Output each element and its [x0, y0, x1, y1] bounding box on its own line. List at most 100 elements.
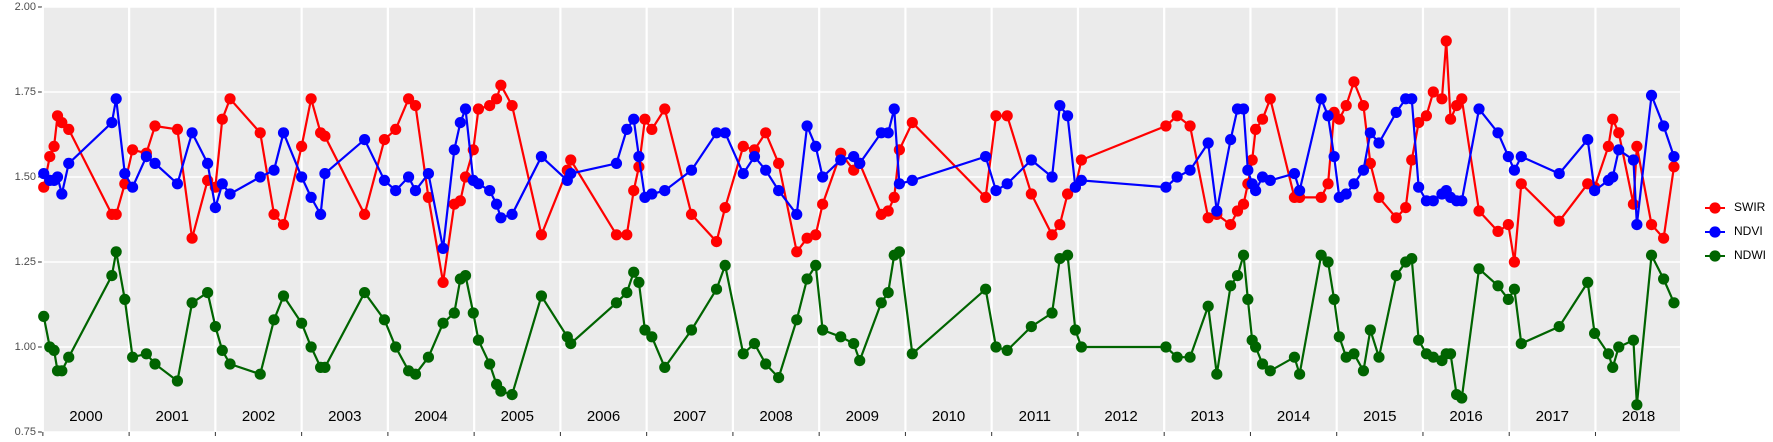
data-point	[1658, 273, 1670, 285]
data-point	[882, 127, 894, 139]
data-point	[358, 134, 371, 146]
data-point	[140, 151, 152, 163]
year-label: 2010	[932, 408, 965, 425]
data-point	[1340, 100, 1352, 112]
data-point	[633, 276, 645, 288]
data-point	[1420, 110, 1433, 122]
data-point	[437, 276, 449, 288]
data-point	[1631, 219, 1643, 231]
data-point	[1054, 219, 1066, 231]
data-point	[106, 270, 118, 282]
data-point	[484, 358, 496, 370]
year-label: 2011	[1019, 408, 1051, 425]
data-point	[535, 290, 548, 302]
legend-label: NDWI	[1734, 248, 1766, 262]
data-point	[277, 290, 290, 302]
data-point	[454, 195, 466, 207]
data-point	[1348, 76, 1360, 88]
data-point	[610, 157, 623, 169]
data-point	[748, 338, 761, 350]
data-point	[1444, 348, 1457, 360]
data-point	[119, 168, 131, 180]
data-point	[358, 287, 371, 299]
data-point	[1202, 300, 1214, 312]
data-point	[56, 365, 68, 377]
data-point	[1333, 113, 1345, 125]
data-point	[1225, 280, 1237, 292]
year-label: 2002	[242, 408, 275, 425]
data-point	[565, 168, 577, 180]
data-point	[1294, 185, 1306, 197]
data-point	[1340, 188, 1352, 200]
data-point	[737, 348, 749, 360]
data-point	[1211, 205, 1223, 217]
data-point	[1444, 113, 1457, 125]
data-point	[773, 185, 785, 197]
data-point	[495, 385, 507, 397]
year-label: 2018	[1622, 408, 1655, 425]
data-point	[1246, 154, 1258, 166]
data-point	[1171, 171, 1183, 183]
data-point	[810, 259, 822, 271]
data-point	[224, 93, 236, 105]
data-point	[1645, 249, 1658, 261]
data-point	[810, 229, 822, 241]
data-point	[848, 338, 860, 350]
data-point	[1264, 174, 1276, 186]
data-point	[835, 154, 847, 166]
data-point	[737, 140, 749, 152]
data-point	[1160, 341, 1172, 353]
data-point	[639, 324, 651, 336]
data-point	[1492, 225, 1504, 237]
year-label: 2003	[328, 408, 361, 425]
data-point	[1357, 100, 1370, 112]
data-point	[888, 191, 900, 203]
data-point	[1613, 341, 1625, 353]
data-point	[402, 93, 415, 105]
data-point	[56, 117, 68, 129]
data-point	[801, 273, 813, 285]
data-point	[1364, 324, 1376, 336]
data-point	[1515, 178, 1527, 190]
data-point	[1171, 351, 1183, 363]
data-point	[646, 331, 658, 343]
data-point	[1413, 117, 1425, 129]
data-point	[1582, 134, 1594, 146]
data-point	[484, 185, 496, 197]
data-point	[817, 324, 829, 336]
data-point	[1473, 205, 1485, 217]
year-label: 2015	[1363, 408, 1396, 425]
data-point	[1589, 327, 1601, 339]
data-point	[1627, 334, 1640, 346]
data-point	[1440, 35, 1452, 47]
data-point	[1492, 127, 1504, 139]
data-point	[390, 185, 402, 197]
data-point	[110, 208, 122, 220]
year-label: 2007	[673, 408, 706, 425]
y-tick-label: 1.25	[15, 256, 36, 268]
data-point	[1184, 164, 1196, 176]
data-point	[1242, 164, 1254, 176]
data-point	[1328, 293, 1340, 305]
data-point	[319, 130, 331, 142]
data-point	[1025, 188, 1037, 200]
data-point	[1160, 181, 1172, 193]
data-point	[1202, 137, 1214, 149]
data-point	[224, 188, 236, 200]
data-point	[980, 283, 992, 295]
data-point	[1315, 191, 1327, 203]
year-label: 2014	[1277, 408, 1310, 425]
data-point	[1400, 202, 1412, 214]
data-point	[409, 100, 422, 112]
data-point	[63, 157, 75, 169]
data-point	[1294, 368, 1306, 380]
data-point	[1582, 276, 1594, 288]
y-tick-label: 1.00	[15, 341, 36, 353]
data-point	[1001, 344, 1013, 356]
data-point	[126, 144, 139, 156]
data-point	[63, 351, 75, 363]
legend-key-point	[1709, 250, 1721, 262]
y-tick-label: 0.75	[15, 426, 36, 438]
data-point	[1456, 195, 1468, 207]
